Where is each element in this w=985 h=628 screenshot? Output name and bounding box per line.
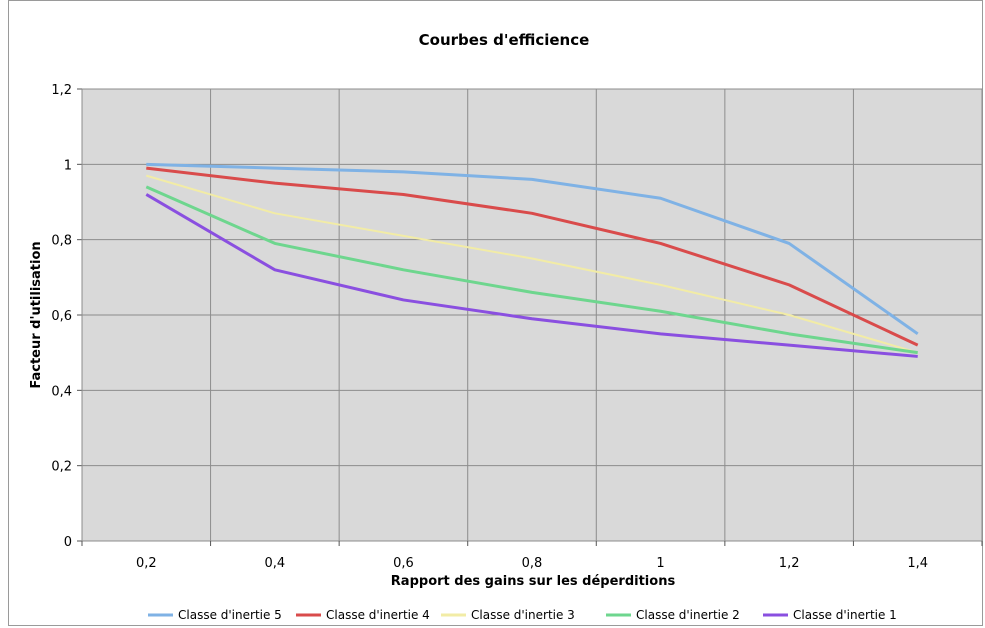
series-line-5 [146, 162, 919, 336]
series-line-4 [146, 166, 919, 347]
series-line-2 [145, 185, 918, 355]
x-tick-label: 0,6 [393, 556, 414, 571]
legend-label: Classe d'inertie 2 [636, 608, 740, 622]
legend-label: Classe d'inertie 4 [326, 608, 430, 622]
y-tick-label: 0,4 [51, 384, 72, 399]
x-tick-label: 0,8 [522, 556, 543, 571]
x-tick-label: 0,2 [136, 556, 157, 571]
y-tick-label: 0,6 [51, 309, 72, 324]
x-axis-ticks: 0,2 0,4 0,6 0,8 1 1,2 1,4 [136, 556, 928, 571]
chart-title: Courbes d'efficience [419, 31, 590, 49]
x-tick-label: 1 [656, 556, 664, 571]
y-tick-label: 1 [64, 158, 72, 173]
y-tick-label: 1,2 [51, 83, 72, 98]
x-tick-label: 0,4 [265, 556, 286, 571]
y-axis-ticks: 0 0,2 0,4 0,6 0,8 1 1,2 [51, 83, 72, 550]
legend-label: Classe d'inertie 1 [793, 608, 897, 622]
y-tick-label: 0,8 [51, 234, 72, 249]
y-axis-title: Facteur d'utilisation [29, 241, 44, 388]
series-line-1 [145, 193, 918, 358]
y-tick-label: 0,2 [51, 460, 72, 475]
series-lines [145, 162, 919, 358]
x-tick-label: 1,4 [907, 556, 928, 571]
legend-label: Classe d'inertie 3 [471, 608, 575, 622]
x-axis-title: Rapport des gains sur les déperditions [391, 574, 676, 589]
legend: Classe d'inertie 5 Classe d'inertie 4 Clas… [148, 608, 897, 622]
plot-area [77, 88, 983, 546]
series-line-3 [146, 174, 918, 354]
x-tick-label: 1,2 [779, 556, 800, 571]
y-tick-label: 0 [64, 535, 72, 550]
legend-label: Classe d'inertie 5 [178, 608, 282, 622]
